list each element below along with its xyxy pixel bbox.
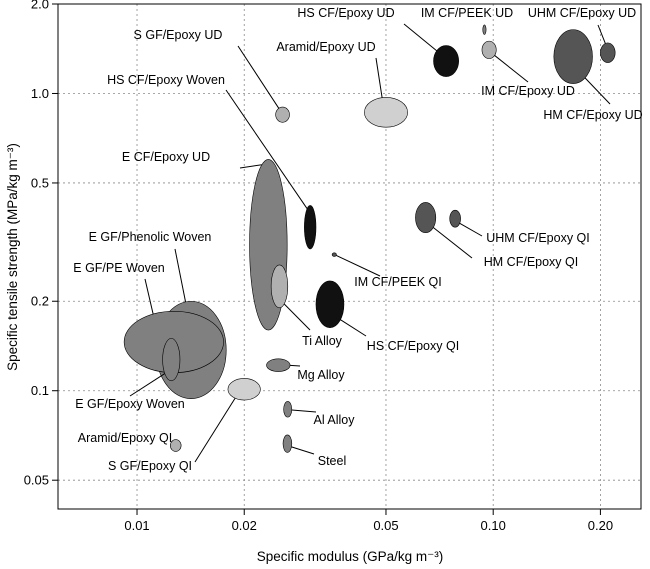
x-tick-label: 0.20	[588, 518, 613, 533]
plot-frame	[57, 3, 642, 510]
label-steel: Steel	[318, 454, 347, 468]
label-hs-cf-epoxy-qi: HS CF/Epoxy QI	[367, 339, 459, 353]
label-uhm-cf-epoxy-ud: UHM CF/Epoxy UD	[528, 6, 636, 20]
leader-aramid-epoxy-ud	[375, 57, 383, 98]
leader-steel	[291, 446, 315, 455]
bubble-im-cf-peek-qi	[331, 252, 337, 257]
label-s-gf-epoxy-ud: S GF/Epoxy UD	[134, 28, 223, 42]
x-axis-title: Specific modulus (GPa/kg m⁻³)	[257, 549, 443, 564]
bubble-al-alloy	[283, 401, 293, 418]
bubble-uhm-cf-epoxy-qi	[449, 209, 461, 228]
label-hs-cf-epoxy-ud: HS CF/Epoxy UD	[297, 6, 394, 20]
bubble-hs-cf-epoxy-woven	[304, 205, 317, 250]
bubble-steel	[282, 434, 293, 453]
x-tick-label: 0.02	[232, 518, 257, 533]
bubble-im-cf-epoxy-ud	[481, 40, 497, 59]
bubble-uhm-cf-epoxy-ud	[600, 42, 616, 63]
y-tick-label: 2.0	[31, 0, 49, 12]
axes: 0.01 0.02 0.05 0.10 0.20 0.05 0.1 0.2 0.5 1.0 2.0	[24, 0, 613, 533]
bubble-s-gf-epoxy-qi	[227, 378, 261, 401]
leader-al-alloy	[291, 409, 317, 413]
y-tick-label: 0.05	[24, 473, 49, 488]
leader-hm-cf-epoxy-ud	[584, 77, 611, 105]
label-aramid-epoxy-qi: Aramid/Epoxy QI	[78, 431, 172, 445]
y-tick-label: 0.2	[31, 294, 49, 309]
label-im-cf-peek-ud: IM CF/PEEK UD	[421, 6, 513, 20]
x-tick-label: 0.05	[373, 518, 398, 533]
bubble-im-cf-peek-ud	[482, 24, 487, 35]
bubble-aramid-epoxy-ud	[364, 97, 408, 128]
y-tick-label: 0.5	[31, 175, 49, 190]
label-im-cf-epoxy-ud: IM CF/Epoxy UD	[481, 84, 575, 98]
bubble-aramid-epoxy-qi	[169, 439, 182, 452]
leader-uhm-cf-epoxy-ud	[597, 24, 606, 44]
label-al-alloy: Al Alloy	[314, 413, 356, 427]
y-axis-title: Specific tensile strength (MPa/kg m⁻³)	[5, 143, 20, 371]
label-mg-alloy: Mg Alloy	[297, 368, 345, 382]
leader-im-cf-epoxy-ud	[494, 55, 529, 83]
label-ti-alloy: Ti Alloy	[302, 334, 343, 348]
label-uhm-cf-epoxy-qi: UHM CF/Epoxy QI	[486, 231, 590, 245]
leader-s-gf-epoxy-ud	[237, 45, 280, 109]
leader-hs-cf-epoxy-woven	[225, 89, 308, 209]
label-hm-cf-epoxy-qi: HM CF/Epoxy QI	[484, 255, 578, 269]
label-hs-cf-epoxy-woven: HS CF/Epoxy Woven	[107, 73, 225, 87]
bubble-hm-cf-epoxy-ud	[553, 29, 593, 84]
bubble-hm-cf-epoxy-qi	[415, 202, 437, 234]
label-im-cf-peek-qi: IM CF/PEEK QI	[354, 275, 442, 289]
label-e-gf-pe-woven: E GF/PE Woven	[73, 261, 165, 275]
y-tick-label: 0.1	[31, 383, 49, 398]
bubble-hs-cf-epoxy-ud	[433, 45, 459, 77]
leader-im-cf-peek-qi	[336, 254, 381, 277]
label-e-gf-phenolic-woven: E GF/Phenolic Woven	[89, 230, 212, 244]
leader-e-cf-epoxy-ud	[239, 164, 262, 169]
bubble-e-gf-epoxy-woven	[162, 338, 181, 382]
bubble-hs-cf-epoxy-qi	[315, 280, 345, 328]
leader-hs-cf-epoxy-qi	[340, 319, 367, 337]
label-e-cf-epoxy-ud: E CF/Epoxy UD	[122, 150, 210, 164]
leader-e-gf-epoxy-woven	[129, 373, 166, 397]
bubble-ti-alloy	[270, 264, 289, 309]
bubble-s-gf-epoxy-ud	[275, 106, 290, 123]
leader-e-gf-phenolic-woven	[174, 248, 187, 302]
leader-e-gf-pe-woven	[144, 278, 154, 315]
x-tick-label: 0.01	[124, 518, 149, 533]
leader-lines	[129, 23, 611, 463]
leader-uhm-cf-epoxy-qi	[459, 222, 483, 237]
label-aramid-epoxy-ud: Aramid/Epoxy UD	[276, 40, 375, 54]
leader-hs-cf-epoxy-ud	[403, 23, 437, 52]
material-labels: HS CF/Epoxy UD IM CF/PEEK UD UHM CF/Epoxy …	[73, 6, 642, 473]
label-s-gf-epoxy-qi: S GF/Epoxy QI	[108, 459, 192, 473]
x-tick-label: 0.10	[481, 518, 506, 533]
bubble-series	[123, 24, 616, 453]
label-hm-cf-epoxy-ud: HM CF/Epoxy UD	[543, 108, 642, 122]
label-e-gf-epoxy-woven: E GF/Epoxy Woven	[75, 397, 185, 411]
leader-hm-cf-epoxy-qi	[432, 227, 473, 259]
leader-s-gf-epoxy-qi	[194, 397, 236, 463]
y-tick-label: 1.0	[31, 86, 49, 101]
leader-mg-alloy	[290, 364, 301, 367]
bubble-mg-alloy	[266, 358, 291, 372]
leader-ti-alloy	[283, 303, 311, 331]
